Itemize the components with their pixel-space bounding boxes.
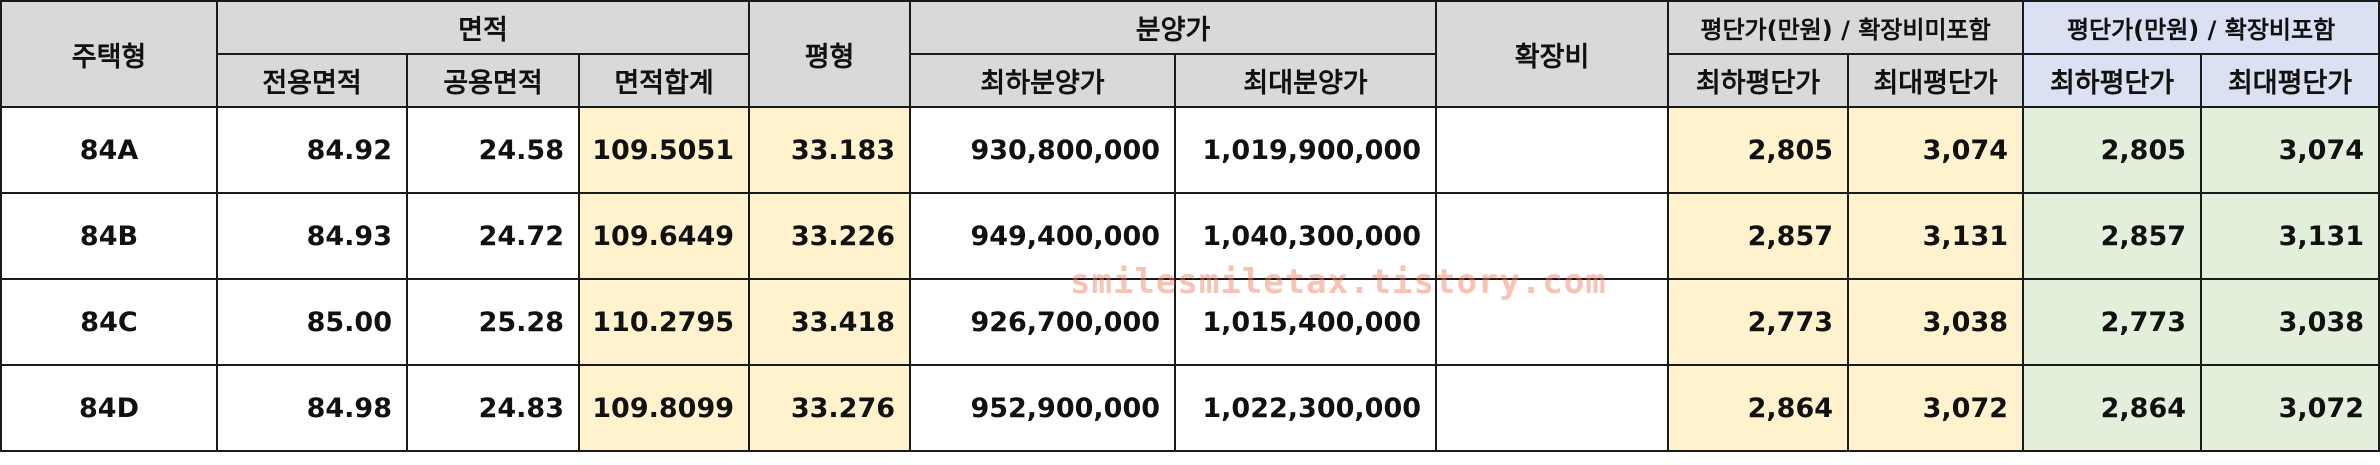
cell-excl-min: 2,857 xyxy=(1667,192,1850,280)
cell-excl-max: 3,074 xyxy=(1847,106,2025,194)
cell-excl-min: 2,864 xyxy=(1667,364,1850,452)
header-pyeong: 평형 xyxy=(748,0,912,108)
cell-type: 84D xyxy=(0,364,218,452)
apartment-price-table: 주택형 면적 평형 분양가 확장비 평단가(만원) / 확장비미포함 평단가(만… xyxy=(0,0,2380,452)
cell-area-exclusive: 84.93 xyxy=(216,192,408,280)
table-row: 84C 85.00 25.28 110.2795 33.418 926,700,… xyxy=(0,278,2380,366)
header-type: 주택형 xyxy=(0,0,218,108)
cell-expansion xyxy=(1435,278,1670,366)
cell-type: 84C xyxy=(0,278,218,366)
cell-incl-max: 3,038 xyxy=(2200,278,2380,366)
cell-price-min: 930,800,000 xyxy=(909,106,1177,194)
cell-pyeong: 33.276 xyxy=(748,364,912,452)
cell-incl-min: 2,857 xyxy=(2022,192,2203,280)
cell-pyeong: 33.183 xyxy=(748,106,912,194)
cell-area-total: 109.5051 xyxy=(577,106,751,194)
cell-incl-max: 3,072 xyxy=(2200,364,2380,452)
cell-type: 84B xyxy=(0,192,218,280)
cell-price-min: 949,400,000 xyxy=(909,192,1177,280)
header-per-pyeong-excl-group: 평단가(만원) / 확장비미포함 xyxy=(1667,0,2025,55)
cell-incl-min: 2,805 xyxy=(2022,106,2203,194)
cell-incl-max: 3,074 xyxy=(2200,106,2380,194)
cell-incl-min: 2,864 xyxy=(2022,364,2203,452)
cell-area-common: 24.58 xyxy=(406,106,580,194)
cell-area-total: 110.2795 xyxy=(577,278,751,366)
cell-price-max: 1,019,900,000 xyxy=(1174,106,1438,194)
cell-price-min: 952,900,000 xyxy=(909,364,1177,452)
cell-excl-max: 3,038 xyxy=(1847,278,2025,366)
cell-area-total: 109.8099 xyxy=(577,364,751,452)
header-expansion: 확장비 xyxy=(1435,0,1670,108)
cell-area-common: 24.83 xyxy=(406,364,580,452)
header-row-2: 전용면적 공용면적 면적합계 최하분양가 최대분양가 최하평단가 최대평단가 최… xyxy=(1,53,2380,108)
cell-area-exclusive: 84.98 xyxy=(216,364,408,452)
cell-expansion xyxy=(1435,192,1670,280)
header-excl-min: 최하평단가 xyxy=(1667,53,1850,108)
cell-price-max: 1,040,300,000 xyxy=(1174,192,1438,280)
header-row-1: 주택형 면적 평형 분양가 확장비 평단가(만원) / 확장비미포함 평단가(만… xyxy=(0,0,2380,108)
cell-price-min: 926,700,000 xyxy=(909,278,1177,366)
cell-area-common: 25.28 xyxy=(406,278,580,366)
table-row: 84B 84.93 24.72 109.6449 33.226 949,400,… xyxy=(0,192,2380,280)
header-area-total: 면적합계 xyxy=(577,53,751,108)
table-row: 84A 84.92 24.58 109.5051 33.183 930,800,… xyxy=(0,106,2380,194)
cell-expansion xyxy=(1435,106,1670,194)
cell-area-exclusive: 84.92 xyxy=(216,106,408,194)
cell-expansion xyxy=(1435,364,1670,452)
cell-incl-max: 3,131 xyxy=(2200,192,2380,280)
header-per-pyeong-incl-group: 평단가(만원) / 확장비포함 xyxy=(2022,0,2380,55)
header-excl-max: 최대평단가 xyxy=(1847,53,2025,108)
cell-excl-min: 2,805 xyxy=(1667,106,1850,194)
header-price-group: 분양가 xyxy=(909,0,1438,55)
cell-incl-min: 2,773 xyxy=(2022,278,2203,366)
cell-area-total: 109.6449 xyxy=(577,192,751,280)
cell-price-max: 1,022,300,000 xyxy=(1174,364,1438,452)
header-area-group: 면적 xyxy=(215,0,751,55)
header-price-min: 최하분양가 xyxy=(909,53,1177,108)
cell-pyeong: 33.226 xyxy=(748,192,912,280)
cell-area-common: 24.72 xyxy=(406,192,580,280)
cell-area-exclusive: 85.00 xyxy=(216,278,408,366)
header-area-common: 공용면적 xyxy=(406,53,580,108)
header-incl-min: 최하평단가 xyxy=(2022,53,2203,108)
header-price-max: 최대분양가 xyxy=(1174,53,1438,108)
cell-type: 84A xyxy=(0,106,218,194)
cell-excl-max: 3,131 xyxy=(1847,192,2025,280)
cell-pyeong: 33.418 xyxy=(748,278,912,366)
table-row: 84D 84.98 24.83 109.8099 33.276 952,900,… xyxy=(0,364,2380,452)
cell-price-max: 1,015,400,000 xyxy=(1174,278,1438,366)
header-area-exclusive: 전용면적 xyxy=(216,53,408,108)
cell-excl-min: 2,773 xyxy=(1667,278,1850,366)
cell-excl-max: 3,072 xyxy=(1847,364,2025,452)
header-incl-max: 최대평단가 xyxy=(2200,53,2380,108)
